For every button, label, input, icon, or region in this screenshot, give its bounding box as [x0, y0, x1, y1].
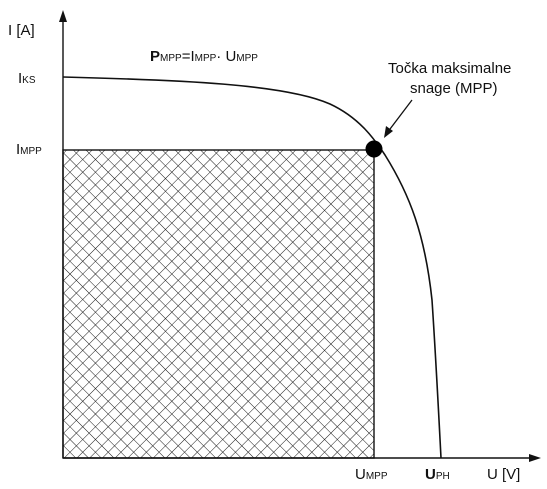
formula: PMPP=IMPP· UMPP	[150, 48, 258, 66]
iks-sub: KS	[22, 75, 36, 86]
x-axis-label: U [V]	[487, 466, 521, 483]
umpp-sub: MPP	[365, 471, 388, 482]
formula-i: =I	[181, 48, 195, 65]
impp-letter: I	[16, 141, 21, 158]
iks-letter: I	[18, 70, 23, 87]
umpp-letter: U	[355, 466, 366, 483]
impp-sub: MPP	[20, 146, 42, 157]
formula-p-sub: MPP	[160, 53, 182, 64]
y-axis-label: I [A]	[8, 22, 35, 39]
formula-sep: · U	[216, 48, 237, 65]
formula-u-sub: MPP	[236, 53, 258, 64]
formula-p: P	[150, 48, 161, 65]
uph-label: UPH	[425, 466, 450, 484]
mpp-point	[365, 140, 383, 158]
uph-sub: PH	[435, 471, 450, 482]
x-axis-arrow	[529, 454, 541, 462]
power-area	[62, 149, 375, 459]
mpp-arrow-head	[384, 126, 393, 138]
formula-i-sub: MPP	[194, 53, 217, 64]
mpp-annotation-line2: snage (MPP)	[410, 80, 498, 97]
iv-curve	[62, 76, 442, 459]
mpp-arrow-line	[386, 99, 413, 134]
impp-label: IMPP	[16, 141, 42, 159]
iks-label: IKS	[18, 70, 36, 88]
uph-letter: U	[425, 466, 436, 483]
umpp-label: UMPP	[355, 466, 388, 484]
y-axis-arrow	[59, 10, 67, 22]
mpp-annotation-line1: Točka maksimalne	[388, 60, 512, 77]
